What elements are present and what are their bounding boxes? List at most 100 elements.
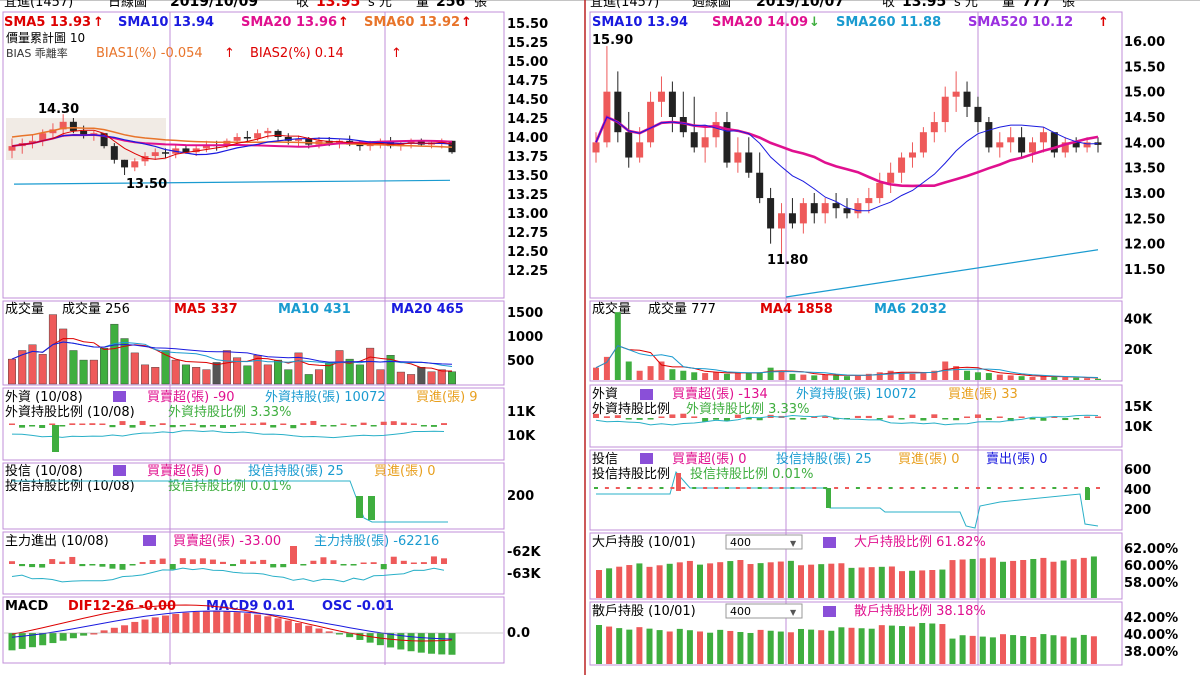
right-trust-bar [826, 488, 831, 508]
left-candle-body [192, 148, 200, 153]
right-big-threshold-select[interactable] [725, 534, 803, 550]
left-header-vol-label: 量 [416, 0, 429, 10]
left-header-close-suffix: s 元 [368, 0, 392, 10]
right-volume-tick: 20K [1124, 343, 1153, 358]
right-big-bar [828, 563, 835, 598]
right-trust-tiny-bar [965, 487, 970, 489]
left-main-plot: -62K -63K [9, 545, 541, 583]
left-macd-signal-line [11, 610, 453, 640]
left-bias2: BIAS2(%) 0.14 [250, 46, 344, 61]
left-foreign-buy: 買進(張) 9 [416, 390, 478, 405]
right-volume-bar [593, 367, 599, 380]
right-retail-bar [1000, 634, 1006, 664]
right-foreign-menu-icon[interactable] [640, 389, 653, 400]
left-main-bar [49, 559, 56, 564]
right-foreign-bar [1084, 416, 1091, 418]
right-retail-ratio: 散戶持股比例 38.18% [854, 604, 986, 619]
left-foreign-bar [39, 425, 46, 428]
left-foreign-menu-icon[interactable] [113, 391, 126, 402]
right-price-tick: 13.50 [1124, 162, 1165, 177]
left-candle-body [39, 133, 47, 141]
left-volume-bar [130, 352, 139, 385]
left-candle-body [151, 152, 159, 156]
right-trust-tiny-bar [757, 487, 762, 489]
left-candle-body [366, 144, 374, 147]
right-retail-threshold-select[interactable] [725, 603, 803, 619]
right-volume-bar [789, 373, 796, 380]
right-trust-tiny-bar [954, 487, 959, 489]
right-foreign-bar [658, 416, 665, 418]
right-volume-bar [1018, 376, 1025, 380]
left-trust-frame [2, 462, 505, 530]
right-big-menu-icon[interactable] [823, 537, 836, 548]
right-big-bar [747, 564, 754, 598]
right-foreign-buy: 買進(張) 33 [948, 387, 1018, 402]
left-foreign-bar [310, 420, 317, 425]
right-candle-body [963, 91, 971, 107]
right-foreign-bar [909, 414, 916, 418]
right-big-bar [818, 564, 825, 598]
right-foreign-bar [1095, 416, 1101, 418]
left-trust-ratio-label: 投信持股比例 (10/08) [5, 478, 135, 494]
left-price-tick: 13.00 [507, 207, 548, 222]
right-volume-bar [603, 356, 610, 380]
left-foreign-bar [290, 425, 297, 429]
right-volume-label: 成交量 [592, 301, 631, 317]
left-volume-bar [427, 371, 436, 385]
right-foreign-tick: 10K [1124, 420, 1153, 435]
right-big-bar [1070, 559, 1077, 598]
right-price-tick: 11.50 [1124, 263, 1165, 278]
left-volume-bar [202, 369, 211, 385]
right-big-threshold-value: 400 [730, 536, 751, 549]
left-foreign-bar [270, 425, 277, 428]
right-big-bar [666, 563, 673, 598]
right-candle-body [930, 122, 938, 133]
right-retail-select-chevron-icon[interactable]: ▼ [790, 608, 797, 617]
right-retail-menu-icon[interactable] [823, 606, 836, 617]
left-price-tick: 13.25 [507, 188, 548, 203]
left-volume-bar [376, 369, 385, 385]
right-foreign-bar [647, 418, 654, 420]
left-main-bar [149, 560, 156, 564]
right-volume-bar [811, 375, 818, 380]
left-trust-menu-icon[interactable] [113, 465, 126, 476]
right-trust-menu-icon[interactable] [640, 453, 653, 464]
left-macd-osc-bar [8, 633, 16, 651]
left-volume-bar [120, 338, 129, 385]
left-foreign-bar [129, 425, 136, 428]
left-price-tick: 13.75 [507, 150, 548, 165]
right-volume-bar [876, 372, 883, 380]
right-candle-body [1061, 142, 1069, 153]
right-sma10-legend: SMA10 13.94 [592, 15, 688, 30]
right-volume-bar [822, 374, 829, 380]
left-main-bar [390, 556, 397, 564]
right-trust-bar [1085, 488, 1090, 500]
left-main-bar [59, 561, 66, 564]
right-trust-tiny-bar [888, 487, 893, 489]
left-main-menu-icon[interactable] [143, 535, 156, 546]
right-trust-tiny-bar [1096, 487, 1100, 489]
right-volume-axis: 40K 20K [1124, 312, 1153, 358]
right-volume-bar [865, 373, 872, 380]
right-trust-tiny-bar [768, 487, 773, 489]
left-volume-bar [7, 358, 16, 385]
left-trust-buy: 買進(張) 0 [374, 464, 436, 479]
right-retail-bar [858, 628, 865, 664]
right-candle-body [625, 132, 633, 158]
left-candle-body [356, 144, 364, 147]
left-foreign-bar [390, 421, 397, 425]
left-foreign-bar [420, 425, 427, 427]
left-volume-bar [161, 350, 170, 385]
right-retail-bar [888, 625, 895, 664]
right-trust-tick: 200 [1124, 503, 1151, 518]
left-vol-ma20: MA20 465 [391, 302, 464, 317]
right-candle-body [778, 213, 786, 229]
right-big-select-chevron-icon[interactable]: ▼ [790, 539, 797, 548]
right-big-bar [1050, 561, 1057, 598]
right-foreign-bar [931, 414, 938, 418]
right-trust-bar [676, 473, 681, 491]
left-price-axis: 15.50 15.25 15.00 14.75 14.50 14.25 14.00 13.75… [507, 17, 548, 279]
right-header-title: 宜進(1457) [590, 0, 659, 10]
right-big-bar [1090, 556, 1097, 598]
